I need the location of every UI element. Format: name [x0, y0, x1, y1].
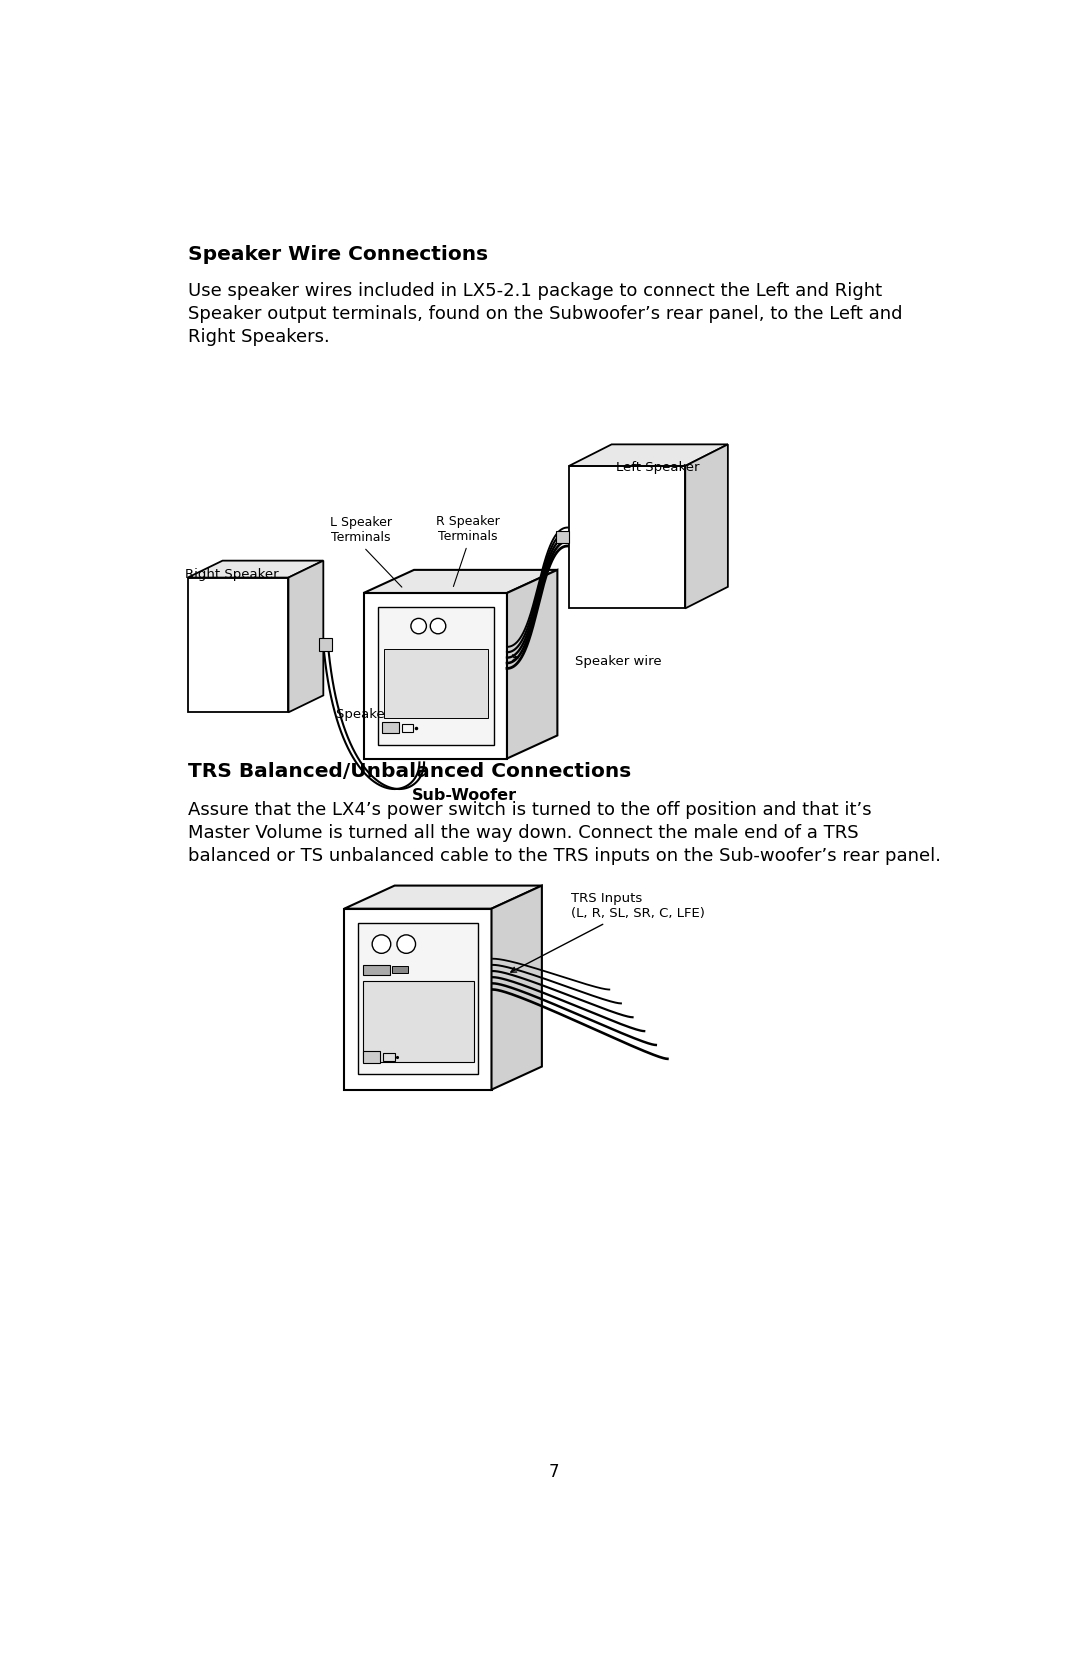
Polygon shape: [188, 577, 288, 713]
Text: TRS Inputs
(L, R, SL, SR, C, LFE): TRS Inputs (L, R, SL, SR, C, LFE): [511, 893, 704, 971]
Text: R Speaker
Terminals: R Speaker Terminals: [436, 516, 500, 586]
Bar: [320, 639, 332, 651]
Text: Assure that the LX4’s power switch is turned to the off position and that it’s: Assure that the LX4’s power switch is tu…: [188, 801, 872, 819]
Bar: [363, 965, 390, 975]
Bar: [383, 649, 488, 718]
Text: Master Volume is turned all the way down. Connect the male end of a TRS: Master Volume is turned all the way down…: [188, 824, 859, 841]
Bar: [556, 531, 569, 542]
Ellipse shape: [410, 619, 427, 634]
Polygon shape: [345, 886, 542, 908]
Text: Speaker Wire Connections: Speaker Wire Connections: [188, 245, 488, 264]
Polygon shape: [345, 908, 491, 1090]
Text: balanced or TS unbalanced cable to the TRS inputs on the Sub-woofer’s rear panel: balanced or TS unbalanced cable to the T…: [188, 848, 941, 865]
Bar: [378, 608, 494, 746]
Polygon shape: [569, 444, 728, 466]
Ellipse shape: [430, 619, 446, 634]
Bar: [403, 724, 414, 731]
Text: Sub-Woofer: Sub-Woofer: [411, 788, 517, 803]
Text: Right Speakers.: Right Speakers.: [188, 329, 329, 345]
Bar: [392, 966, 408, 973]
Bar: [382, 723, 400, 733]
Polygon shape: [685, 444, 728, 609]
Polygon shape: [491, 886, 542, 1090]
Text: Use speaker wires included in LX5-2.1 package to connect the Left and Right: Use speaker wires included in LX5-2.1 pa…: [188, 282, 882, 300]
Ellipse shape: [373, 935, 391, 953]
Bar: [363, 981, 474, 1061]
Text: Speaker output terminals, found on the Subwoofer’s rear panel, to the Left and: Speaker output terminals, found on the S…: [188, 305, 902, 324]
Ellipse shape: [397, 935, 416, 953]
Text: Right Speaker: Right Speaker: [186, 569, 279, 581]
Text: L Speaker
Terminals: L Speaker Terminals: [330, 516, 402, 587]
Polygon shape: [507, 569, 557, 758]
Polygon shape: [364, 569, 557, 592]
Polygon shape: [569, 466, 685, 609]
Polygon shape: [288, 561, 323, 713]
Bar: [359, 923, 478, 1075]
Text: Left Speaker: Left Speaker: [616, 461, 699, 474]
Bar: [383, 1053, 394, 1061]
Bar: [363, 1051, 380, 1063]
Text: Speaker wire: Speaker wire: [576, 654, 662, 668]
Text: Speaker wire: Speaker wire: [336, 708, 422, 721]
Polygon shape: [188, 561, 323, 577]
Text: 7: 7: [549, 1464, 558, 1480]
Text: TRS Balanced/Unbalanced Connections: TRS Balanced/Unbalanced Connections: [188, 763, 631, 781]
Polygon shape: [364, 592, 507, 758]
